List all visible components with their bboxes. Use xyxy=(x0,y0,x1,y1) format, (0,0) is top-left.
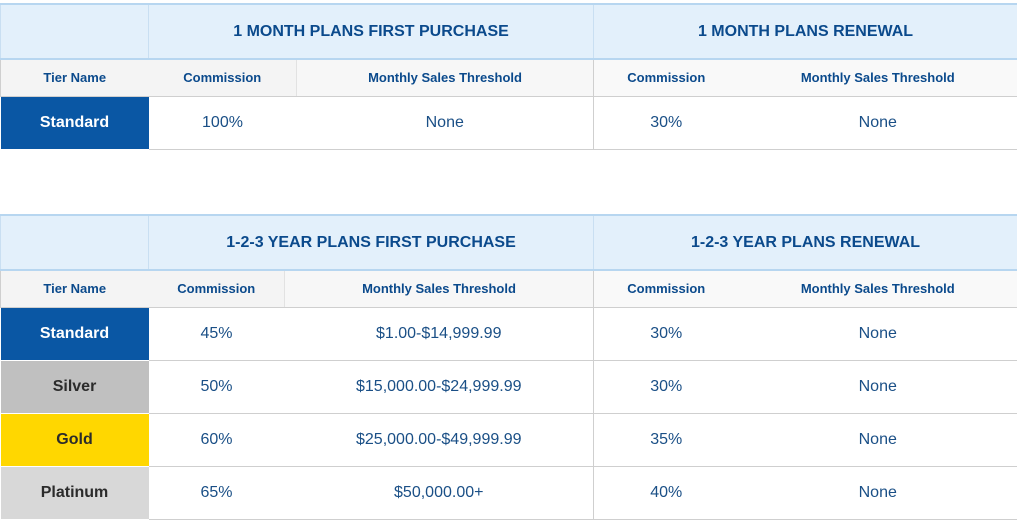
commission-table-1-month: 1 MONTH PLANS FIRST PURCHASE 1 MONTH PLA… xyxy=(0,3,1017,150)
commission-renewal-cell: 30% xyxy=(593,96,739,150)
col-header-commission-first: Commission xyxy=(148,270,285,308)
col-header-threshold-first: Monthly Sales Threshold xyxy=(284,270,594,308)
threshold-renewal-cell: None xyxy=(738,413,1017,467)
commission-renewal-cell: 30% xyxy=(593,307,739,361)
group-header-renewal: 1-2-3 YEAR PLANS RENEWAL xyxy=(592,214,1017,271)
table-row: Platinum 65% $50,000.00+ 40% None xyxy=(0,466,1017,520)
tier-name-cell: Silver xyxy=(0,360,149,414)
table-row: Standard 100% None 30% None xyxy=(0,96,1017,150)
table-row: Silver 50% $15,000.00-$24,999.99 30% Non… xyxy=(0,360,1017,414)
commission-first-cell: 60% xyxy=(148,413,285,467)
column-header-row: Tier Name Commission Monthly Sales Thres… xyxy=(0,270,1017,308)
commission-renewal-cell: 35% xyxy=(593,413,739,467)
group-header-blank xyxy=(0,3,149,60)
threshold-first-cell: None xyxy=(296,96,594,150)
threshold-first-cell: $1.00-$14,999.99 xyxy=(284,307,594,361)
threshold-first-cell: $25,000.00-$49,999.99 xyxy=(284,413,594,467)
tier-name-cell: Gold xyxy=(0,413,149,467)
commission-first-cell: 45% xyxy=(148,307,285,361)
column-header-row: Tier Name Commission Monthly Sales Thres… xyxy=(0,59,1017,97)
threshold-first-cell: $15,000.00-$24,999.99 xyxy=(284,360,594,414)
col-header-threshold-first: Monthly Sales Threshold xyxy=(295,59,594,97)
table-row: Gold 60% $25,000.00-$49,999.99 35% None xyxy=(0,413,1017,467)
col-header-commission-renewal: Commission xyxy=(593,270,739,308)
group-header-first-purchase: 1-2-3 YEAR PLANS FIRST PURCHASE xyxy=(148,214,594,271)
one-month-plans-table: 1 MONTH PLANS FIRST PURCHASE 1 MONTH PLA… xyxy=(0,3,1017,150)
commission-first-cell: 50% xyxy=(148,360,285,414)
group-header-blank xyxy=(0,214,149,271)
threshold-first-cell: $50,000.00+ xyxy=(284,466,594,520)
tier-name-cell: Platinum xyxy=(0,466,149,520)
commission-renewal-cell: 40% xyxy=(593,466,739,520)
col-header-tier-name: Tier Name xyxy=(0,59,149,97)
commission-first-cell: 100% xyxy=(148,96,297,150)
group-header-renewal: 1 MONTH PLANS RENEWAL xyxy=(593,3,1017,60)
col-header-threshold-renewal: Monthly Sales Threshold xyxy=(738,59,1017,97)
threshold-renewal-cell: None xyxy=(738,360,1017,414)
threshold-renewal-cell: None xyxy=(738,96,1017,150)
col-header-tier-name: Tier Name xyxy=(0,270,149,308)
group-header-row: 1 MONTH PLANS FIRST PURCHASE 1 MONTH PLA… xyxy=(0,3,1017,60)
threshold-renewal-cell: None xyxy=(738,307,1017,361)
group-header-row: 1-2-3 YEAR PLANS FIRST PURCHASE 1-2-3 YE… xyxy=(0,214,1017,271)
table-row: Standard 45% $1.00-$14,999.99 30% None xyxy=(0,307,1017,361)
multi-year-plans-table: 1-2-3 YEAR PLANS FIRST PURCHASE 1-2-3 YE… xyxy=(0,214,1017,520)
col-header-commission-renewal: Commission xyxy=(593,59,739,97)
threshold-renewal-cell: None xyxy=(738,466,1017,520)
group-header-first-purchase: 1 MONTH PLANS FIRST PURCHASE xyxy=(147,3,595,60)
tier-name-cell: Standard xyxy=(0,96,149,150)
commission-table-1-2-3-year: 1-2-3 YEAR PLANS FIRST PURCHASE 1-2-3 YE… xyxy=(0,214,1017,520)
col-header-threshold-renewal: Monthly Sales Threshold xyxy=(738,270,1017,308)
commission-renewal-cell: 30% xyxy=(593,360,739,414)
tier-name-cell: Standard xyxy=(0,307,149,361)
commission-first-cell: 65% xyxy=(148,466,285,520)
col-header-commission-first: Commission xyxy=(148,59,297,97)
